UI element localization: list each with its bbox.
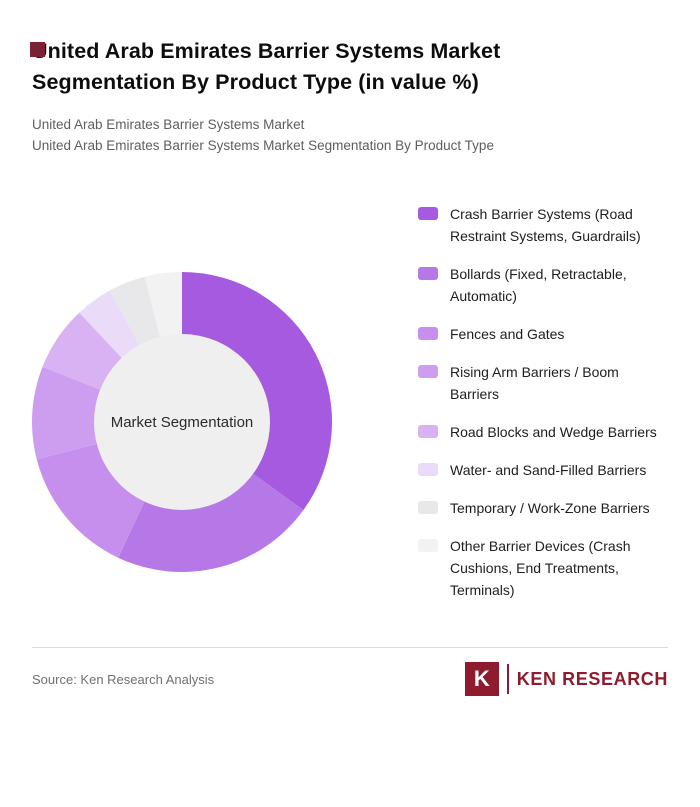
legend-item-3: Fences and Gates [418, 323, 668, 345]
chart-area: Market Segmentation Crash Barrier System… [32, 156, 668, 617]
legend-item-2: Bollards (Fixed, Retractable, Automatic) [418, 263, 668, 307]
legend-label: Crash Barrier Systems (Road Restraint Sy… [450, 206, 641, 244]
legend-item-6: Water- and Sand-Filled Barriers [418, 459, 668, 481]
donut-chart: Market Segmentation [32, 272, 332, 572]
legend-item-1: Crash Barrier Systems (Road Restraint Sy… [418, 203, 668, 247]
ken-research-logo-mark: K [464, 662, 499, 696]
donut-svg [32, 272, 332, 572]
page-title: United Arab Emirates Barrier Systems Mar… [32, 39, 501, 94]
legend-label: Fences and Gates [450, 326, 565, 342]
legend-label: Road Blocks and Wedge Barriers [450, 424, 657, 440]
legend-label: Other Barrier Devices (Crash Cushions, E… [450, 538, 631, 598]
subtitle-market: United Arab Emirates Barrier Systems Mar… [32, 117, 305, 132]
subtitle-block: United Arab Emirates Barrier Systems Mar… [32, 114, 668, 156]
legend-swatch [418, 267, 438, 280]
legend-item-8: Other Barrier Devices (Crash Cushions, E… [418, 535, 668, 601]
legend-item-7: Temporary / Work-Zone Barriers [418, 497, 668, 519]
legend-swatch [418, 207, 438, 220]
legend-item-4: Rising Arm Barriers / Boom Barriers [418, 361, 668, 405]
donut-hole [94, 334, 270, 510]
footer: Source: Ken Research Analysis K KEN RESE… [32, 647, 668, 696]
legend-label: Water- and Sand-Filled Barriers [450, 462, 647, 478]
legend-item-5: Road Blocks and Wedge Barriers [418, 421, 668, 443]
legend-swatch [418, 463, 438, 476]
ken-research-logo-text: KEN RESEARCH [516, 668, 668, 689]
brand-corner-square [30, 42, 45, 57]
report-page: United Arab Emirates Barrier Systems Mar… [0, 36, 700, 617]
legend-swatch [418, 539, 438, 552]
legend-label: Bollards (Fixed, Retractable, Automatic) [450, 266, 627, 304]
logo-divider-bar [506, 664, 509, 694]
legend-swatch [418, 501, 438, 514]
legend-label: Rising Arm Barriers / Boom Barriers [450, 364, 619, 402]
source-text: Source: Ken Research Analysis [32, 671, 215, 687]
legend-swatch [418, 425, 438, 438]
legend-label: Temporary / Work-Zone Barriers [450, 500, 650, 516]
chart-legend: Crash Barrier Systems (Road Restraint Sy… [418, 203, 668, 617]
ken-research-logo: K KEN RESEARCH [464, 662, 668, 696]
subtitle-segmentation: United Arab Emirates Barrier Systems Mar… [32, 138, 494, 153]
legend-swatch [418, 327, 438, 340]
legend-swatch [418, 365, 438, 378]
